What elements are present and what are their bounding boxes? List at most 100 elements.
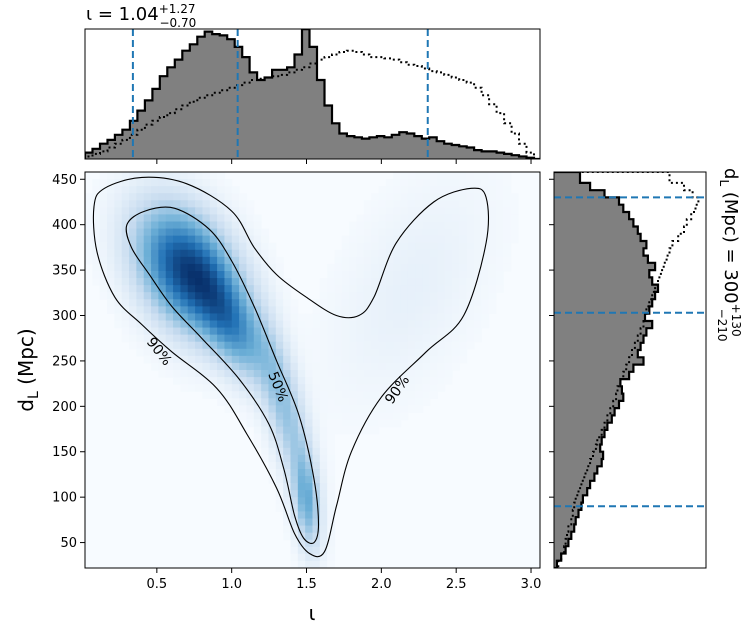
heatmap-cell — [99, 207, 108, 216]
heatmap-cell — [195, 228, 204, 237]
heatmap-cell — [239, 362, 248, 371]
heatmap-cell — [121, 299, 130, 307]
heatmap-cell — [202, 242, 211, 251]
heatmap-cell — [290, 504, 299, 513]
heatmap-cell — [327, 278, 336, 286]
heatmap-cell — [253, 419, 262, 428]
heatmap-cell — [151, 334, 159, 343]
heatmap-cell — [224, 256, 233, 265]
heatmap-cell — [429, 327, 438, 336]
heatmap-cell — [429, 249, 438, 258]
heatmap-cell — [283, 341, 292, 350]
heatmap-cell — [114, 306, 123, 315]
heatmap-cell — [305, 426, 314, 435]
heatmap-cell — [224, 235, 233, 244]
heatmap-cell — [371, 292, 380, 300]
heatmap-cell — [481, 200, 490, 208]
heatmap-cell — [312, 341, 321, 350]
heatmap-cell — [312, 355, 321, 364]
heatmap-cell — [393, 377, 402, 385]
heatmap-cell — [473, 285, 482, 293]
heatmap-cell — [180, 256, 189, 265]
heatmap-cell — [217, 242, 226, 251]
heatmap-cell — [444, 200, 453, 208]
heatmap-cell — [422, 235, 431, 244]
heatmap-cell — [158, 235, 167, 244]
heatmap-cell — [444, 263, 453, 272]
heatmap-cell — [451, 348, 460, 357]
heatmap-cell — [202, 172, 211, 180]
heatmap-cell — [459, 306, 468, 315]
heatmap-cell — [290, 377, 299, 385]
heatmap-cell — [202, 186, 211, 194]
heatmap-cell — [85, 228, 93, 237]
heatmap-cell — [473, 313, 482, 322]
heatmap-cell — [305, 348, 314, 357]
heatmap-cell — [165, 341, 174, 350]
heatmap-cell — [349, 256, 358, 265]
heatmap-cell — [129, 327, 137, 336]
heatmap-cell — [209, 242, 218, 251]
heatmap-cell — [327, 469, 336, 477]
heatmap-cell — [151, 306, 159, 315]
heatmap-cell — [261, 320, 270, 329]
heatmap-cell — [349, 249, 358, 258]
heatmap-cell — [121, 179, 130, 187]
heatmap-cell — [92, 235, 101, 244]
heatmap-cell — [429, 384, 438, 392]
heatmap-cell — [246, 313, 255, 322]
heatmap-cell — [173, 285, 181, 293]
y-tick-label: 450 — [52, 173, 77, 188]
heatmap-cell — [231, 391, 240, 399]
right-marginal-panel: dL (Mpc) = 300+130−210 — [549, 168, 743, 569]
heatmap-cell — [187, 200, 196, 208]
heatmap-cell — [275, 461, 284, 470]
heatmap-cell — [275, 433, 284, 442]
heatmap-cell — [422, 327, 431, 336]
heatmap-cell — [283, 313, 292, 322]
heatmap-cell — [378, 327, 387, 336]
heatmap-cell — [422, 193, 431, 201]
heatmap-cell — [202, 334, 211, 343]
heatmap-cell — [422, 263, 431, 272]
heatmap-cell — [297, 412, 306, 421]
heatmap-cell — [268, 278, 277, 286]
heatmap-cell — [481, 249, 490, 258]
heatmap-cell — [459, 256, 468, 265]
heatmap-cell — [415, 313, 424, 322]
heatmap-cell — [297, 532, 306, 541]
heatmap-cell — [129, 334, 137, 343]
heatmap-cell — [180, 377, 189, 385]
heatmap-cell — [261, 313, 270, 322]
heatmap-cell — [356, 228, 365, 237]
heatmap-cell — [334, 370, 343, 378]
heatmap-cell — [341, 271, 350, 279]
heatmap-cell — [429, 313, 438, 322]
heatmap-cell — [415, 306, 424, 315]
heatmap-cell — [422, 377, 431, 385]
heatmap-cell — [136, 327, 145, 336]
heatmap-cell — [400, 320, 409, 329]
heatmap-cell — [283, 412, 292, 421]
heatmap-cell — [429, 235, 438, 244]
heatmap-cell — [363, 320, 372, 329]
heatmap-cell — [217, 306, 226, 315]
heatmap-cell — [488, 193, 497, 201]
heatmap-cell — [422, 271, 431, 279]
heatmap-cell — [121, 292, 130, 300]
heatmap-cell — [217, 292, 226, 300]
heatmap-cell — [327, 391, 336, 399]
heatmap-cell — [319, 546, 328, 555]
heatmap-cell — [363, 214, 372, 223]
heatmap-cell — [136, 207, 145, 216]
heatmap-cell — [173, 214, 181, 223]
heatmap-cell — [363, 228, 372, 237]
heatmap-cell — [422, 179, 431, 187]
heatmap-cell — [297, 313, 306, 322]
heatmap-cell — [246, 412, 255, 421]
heatmap-cell — [473, 334, 482, 343]
heatmap-cell — [341, 377, 350, 385]
heatmap-cell — [290, 341, 299, 350]
heatmap-cell — [209, 214, 218, 223]
heatmap-cell — [173, 341, 181, 350]
